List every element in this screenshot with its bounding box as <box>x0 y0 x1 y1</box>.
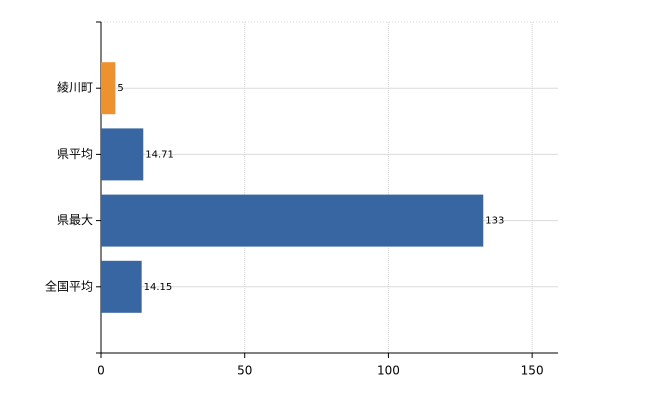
x-tick-label: 150 <box>521 364 544 378</box>
y-tick-label: 全国平均 <box>45 278 93 293</box>
y-tick-label: 県最大 <box>57 213 93 227</box>
x-tick-label: 0 <box>97 364 105 378</box>
y-tick-label: 県平均 <box>57 147 93 161</box>
bar <box>101 128 144 181</box>
bar <box>101 62 116 115</box>
value-label: 14.71 <box>145 149 174 160</box>
bar <box>101 194 484 247</box>
y-tick-label: 綾川町 <box>57 80 93 95</box>
x-tick-label: 100 <box>377 364 400 378</box>
value-label: 14.15 <box>144 282 173 293</box>
bar <box>101 260 142 313</box>
x-tick-label: 50 <box>237 364 252 378</box>
value-label: 5 <box>117 83 123 94</box>
value-label: 133 <box>485 216 504 227</box>
